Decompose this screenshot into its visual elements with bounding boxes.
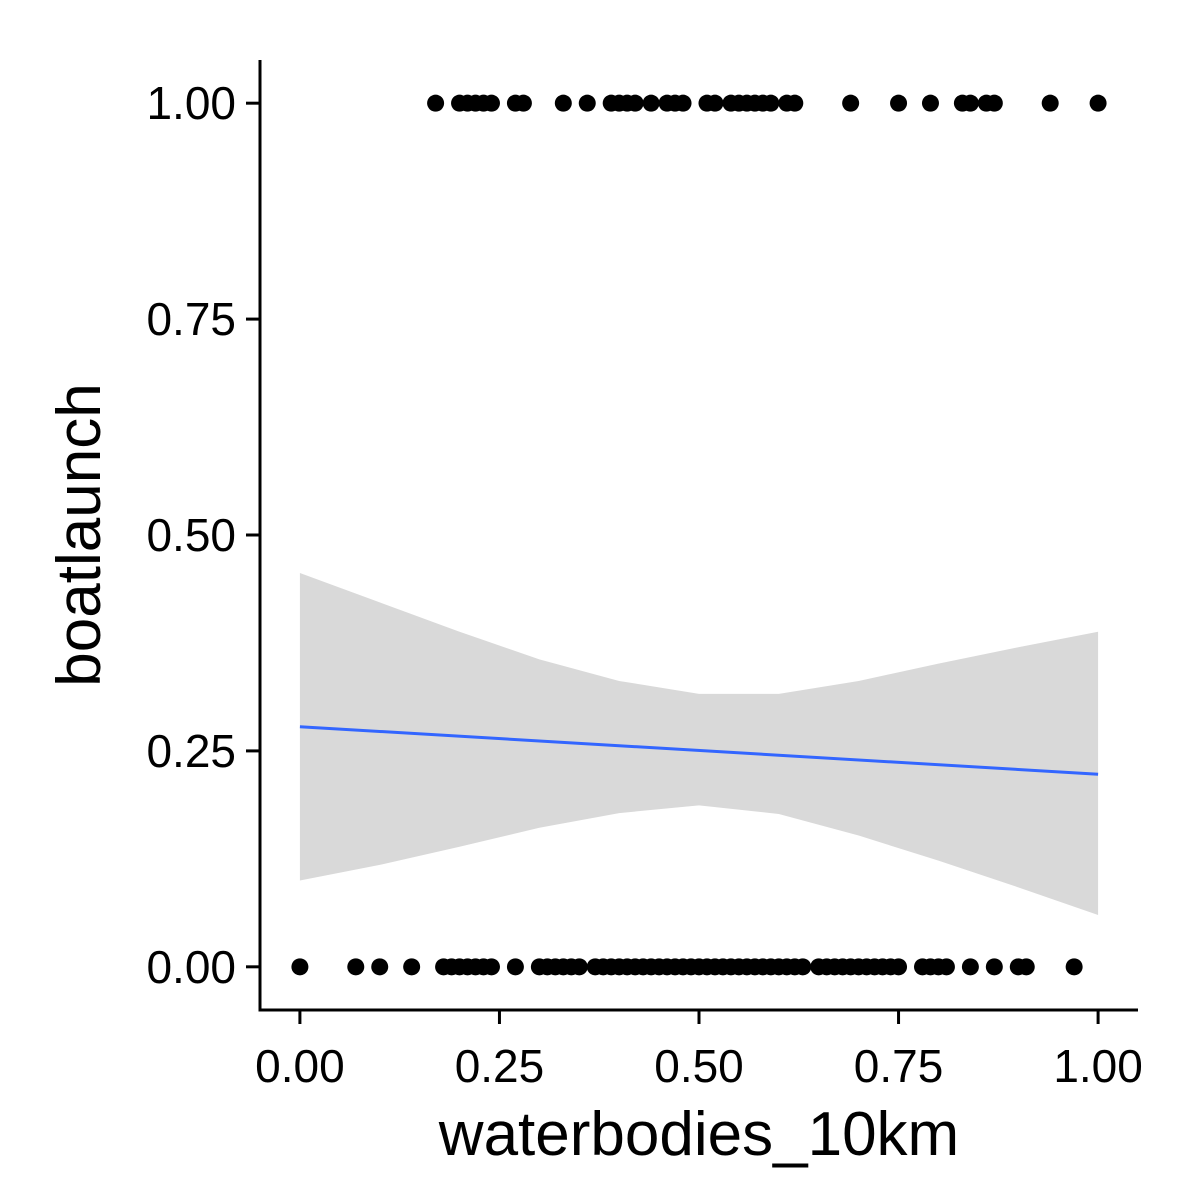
- fit-line-layer: [299, 725, 1099, 776]
- data-point: [347, 958, 365, 976]
- data-point: [985, 958, 1003, 976]
- ticks-layer: 0.00 0.25 0.50 0.75 1.00 0.00 0.25 0.50 0.75 1.00: [146, 77, 1142, 1092]
- data-point: [762, 94, 780, 112]
- data-point: [1017, 958, 1035, 976]
- y-axis-title: boatlaunch: [45, 383, 114, 686]
- data-point: [842, 94, 860, 112]
- data-point: [626, 94, 644, 112]
- data-point: [786, 94, 804, 112]
- data-point: [794, 958, 812, 976]
- data-point: [482, 94, 500, 112]
- x-tick-label: 0.50: [654, 1040, 744, 1092]
- confidence-band-layer: [299, 573, 1099, 915]
- x-axis-title: waterbodies_10km: [438, 1100, 959, 1169]
- y-tick-label: 0.50: [146, 509, 236, 561]
- y-tick-label: 0.75: [146, 293, 236, 345]
- data-point: [674, 94, 692, 112]
- data-point: [578, 94, 596, 112]
- y-tick-label: 0.25: [146, 725, 236, 777]
- data-point: [890, 958, 908, 976]
- data-point: [642, 94, 660, 112]
- data-point: [890, 94, 908, 112]
- data-point: [554, 94, 572, 112]
- data-point: [1065, 958, 1083, 976]
- data-point: [570, 958, 588, 976]
- x-tick-label: 0.00: [255, 1040, 345, 1092]
- data-point: [706, 94, 724, 112]
- data-point: [371, 958, 389, 976]
- x-tick-label: 1.00: [1053, 1040, 1143, 1092]
- y-tick-label: 1.00: [146, 77, 236, 129]
- data-point: [506, 958, 524, 976]
- data-point: [937, 958, 955, 976]
- fit-line: [299, 725, 1099, 776]
- y-tick-label: 0.00: [146, 941, 236, 993]
- data-point: [427, 94, 445, 112]
- data-point: [514, 94, 532, 112]
- data-point: [961, 94, 979, 112]
- data-point: [961, 958, 979, 976]
- points-layer: [291, 94, 1107, 976]
- x-tick-label: 0.75: [854, 1040, 944, 1092]
- data-point: [1089, 94, 1107, 112]
- data-point: [291, 958, 309, 976]
- data-point: [403, 958, 421, 976]
- data-point: [482, 958, 500, 976]
- confidence-band: [299, 573, 1099, 915]
- x-tick-label: 0.25: [455, 1040, 545, 1092]
- data-point: [985, 94, 1003, 112]
- data-point: [1041, 94, 1059, 112]
- data-point: [921, 94, 939, 112]
